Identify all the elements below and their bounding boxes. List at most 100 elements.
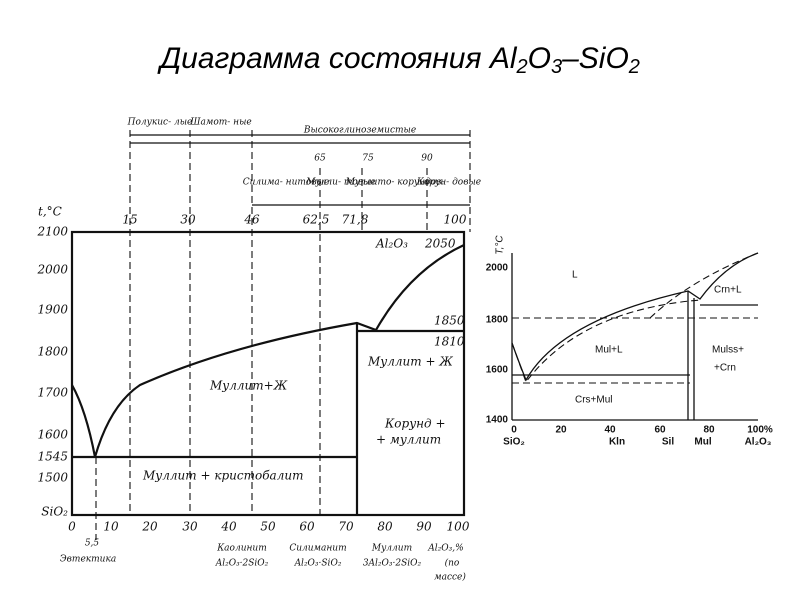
region: 1850 [434,314,465,328]
x-tick: 60 [299,520,315,534]
region: Crs+Mul [575,395,613,406]
right-y-ticks: 2000 1800 1600 1400 [486,263,509,426]
region: Муллит + Ж [367,355,453,369]
note: Муллит [371,544,412,554]
group: Полукис- лые [127,118,193,128]
title: Диаграмма состояния Al2O3–SiO2 [157,42,640,78]
top-tick: 30 [180,213,196,227]
left-diagram [70,130,471,540]
liquidus [71,244,465,458]
region: Mulss+ [712,345,744,356]
liquidus [511,252,759,382]
region: 2050 [424,237,456,251]
note: 5,5 [85,539,100,549]
groups: Полукис- лые Шамот- ные Высокоглиноземис… [127,118,481,188]
y-tick: 2000 [486,263,509,274]
region: Муллит+Ж [209,379,288,393]
y-tick: 1800 [486,315,509,326]
x-tick: 10 [103,520,119,534]
y-tick: 1700 [37,386,68,400]
region: Al₂O₃ [375,237,408,251]
group: Шамот- ные [189,118,252,128]
top-tick: 100 [444,213,467,227]
x-tick: 100% [747,425,773,436]
note: Al₂O₃,% [427,544,463,554]
right-x-ticks: 0 20 40 60 80 100% SiO₂ Kln Sil Mul Al₂O… [503,425,773,448]
y-tick: 2000 [36,263,68,277]
x-tick: 100 [447,520,470,534]
y-tick: 1900 [37,303,68,317]
region: Mul+L [595,345,623,356]
title-part: 3 [551,56,562,78]
title-part: 2 [516,56,528,78]
x-tick: 50 [260,520,276,534]
region: Корунд + [384,417,446,431]
note: (по [445,558,460,569]
title-part: Диаграмма состояния Al [157,42,518,75]
y-tick: 1800 [37,345,68,359]
region: L [572,270,578,281]
x-tick: 40 [220,520,237,534]
y-ticks: 2100 2000 1900 1800 1700 1600 1545 1500 … [36,225,68,519]
region: 1810 [434,335,465,349]
x-tick: 80 [377,520,393,534]
x-tick: 30 [182,520,198,534]
top-tick: 62,5 [303,213,330,227]
x-tick: 20 [141,520,158,534]
subgroup-number: 90 [421,154,433,164]
x-tick: 40 [604,425,616,436]
region: + муллит [376,433,441,447]
note: Эвтектика [60,555,116,565]
x-name: Al₂O₃ [745,437,772,448]
note: Al₂O₃·SiO₂ [294,559,342,569]
top-tick: 46 [243,213,260,227]
y-tick: 1500 [37,471,68,485]
top-tick: 71,8 [342,213,369,227]
x-tick: 20 [555,425,567,436]
subgroup: Корун- довые [416,178,481,188]
frame [70,230,466,517]
subgroup-number: 65 [314,154,326,164]
y-tick: 2100 [36,225,68,239]
top-tick: 15 [122,213,137,227]
note: Силиманит [289,544,346,554]
x-ticks: 0 10 20 30 40 50 60 70 80 90 100 15 30 4… [68,213,470,534]
subgroup-number: 75 [362,154,374,164]
x-name: Sil [662,437,674,448]
x-tick: 0 [511,425,517,436]
y-tick: 1400 [486,415,509,426]
note: массе) [434,572,466,583]
region: Муллит + кристобалит [142,469,303,483]
x-tick: 0 [68,520,76,534]
right-diagram [511,252,759,421]
title-part: 2 [628,56,640,78]
y-tick: 1545 [37,450,68,464]
regions: Al₂O₃ 2050 1850 1810 Муллит + Ж Муллит+Ж… [142,237,465,483]
y-label: T,°C [495,235,506,255]
axes [511,253,758,421]
note: 3Al₂O₃·2SiO₂ [363,559,422,569]
region: +Crn [714,363,736,374]
y-label: t,°C [38,205,62,219]
y-tick: SiO₂ [41,505,68,519]
region: Crn+L [714,285,742,296]
x-tick: 60 [654,425,666,436]
x-tick: 70 [338,520,354,534]
metastable [511,252,759,384]
title-part: –SiO [561,42,629,75]
note: Каолинит [216,544,267,554]
subgroup: Силима- нитовые [243,178,330,188]
x-name: Kln [609,437,625,448]
title-part: O [528,42,551,75]
right-regions: L Crn+L Mul+L Mulss+ +Crn Crs+Mul [572,270,744,406]
bottom-notes: 5,5 Эвтектика Каолинит Al₂O₃·2SiO₂ Силим… [60,539,467,583]
x-tick: 80 [703,425,715,436]
y-tick: 1600 [486,365,509,376]
y-tick: 1600 [37,428,68,442]
subgroup: Муллито- корундов. [345,178,445,188]
note: Al₂O₃·2SiO₂ [215,559,269,569]
x-name: SiO₂ [503,437,525,448]
subgroup: Мулли- товые [305,178,375,188]
